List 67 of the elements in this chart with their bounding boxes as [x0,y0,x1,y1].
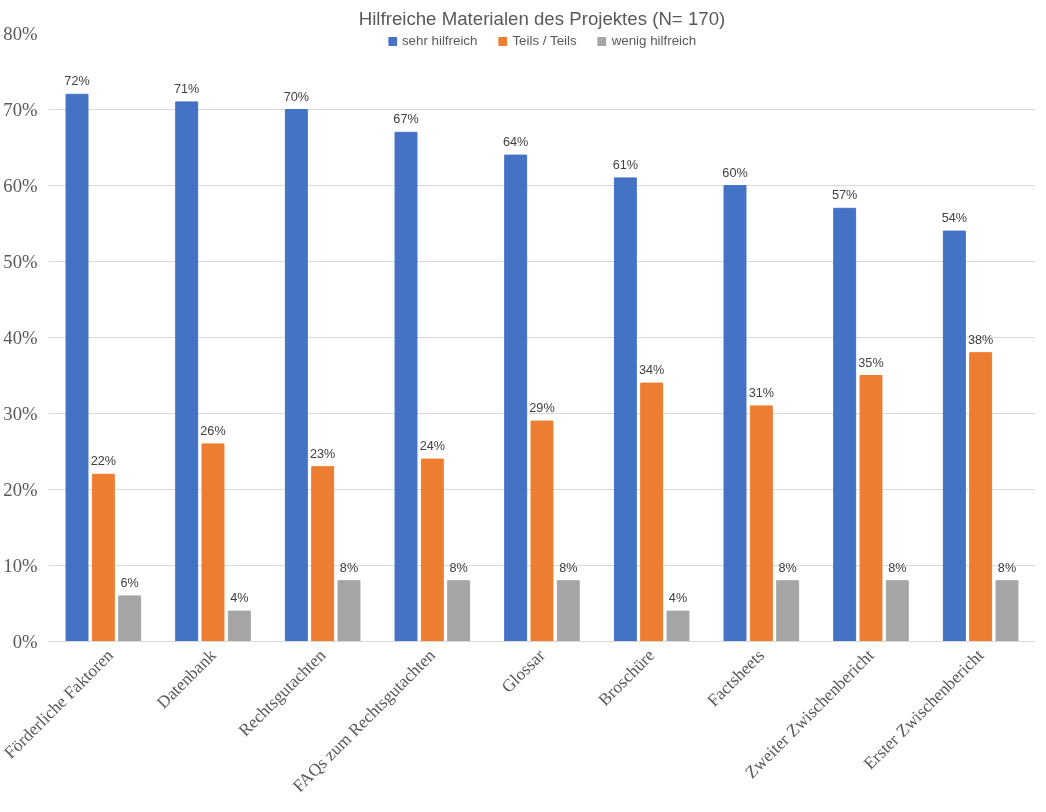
legend-label: Teils / Teils [512,33,577,48]
data-label: 72% [64,74,90,89]
bar [504,154,528,642]
bar [118,595,142,642]
bar [640,382,664,642]
data-label: 64% [503,135,529,150]
y-tick-label: 40% [3,327,38,348]
y-tick-label: 20% [3,479,38,500]
data-label: 54% [941,211,968,226]
bar [969,352,993,642]
bar [91,473,115,642]
data-label: 4% [230,591,249,606]
y-tick-label: 80% [3,23,38,44]
data-label: 22% [90,454,117,469]
y-tick-label: 60% [3,175,38,196]
data-label: 8% [888,560,907,575]
bar [776,580,800,642]
data-label: 71% [174,81,200,96]
data-label: 31% [748,385,775,400]
bar [530,420,554,642]
bar [175,101,199,642]
data-label: 34% [639,363,665,378]
data-label: 8% [339,560,359,575]
data-label: 60% [722,165,748,180]
chart-title: Hilfreiche Materialen des Projektes (N= 170) [358,7,726,29]
data-label: 4% [668,591,688,606]
data-label: 8% [449,560,468,575]
y-tick-label: 70% [3,99,38,120]
legend-label: sehr hilfreich [401,33,478,48]
data-label: 29% [529,401,555,416]
data-label: 57% [832,188,858,203]
data-label: 23% [310,446,336,461]
bar [284,109,308,642]
bar [227,610,251,642]
data-label: 38% [968,332,994,347]
legend-label: wenig hilfreich [611,33,697,48]
y-tick-label: 50% [3,251,38,272]
data-label: 70% [283,89,310,104]
data-label: 26% [200,423,226,438]
bar [885,580,909,642]
data-label: 8% [778,560,797,575]
y-tick-label: 10% [3,555,38,576]
bar [65,93,89,642]
bar [420,458,444,642]
y-tick-label: 0% [12,631,38,652]
data-label: 35% [858,355,884,370]
bar [995,580,1019,642]
bar [749,405,773,642]
data-label: 24% [419,439,446,454]
bar [666,610,690,642]
data-label: 67% [393,112,419,127]
bar [556,580,580,642]
y-tick-label: 30% [3,403,38,424]
bar [311,466,335,642]
bar [942,230,966,642]
bar [859,375,883,642]
bar [201,443,225,642]
bar [447,580,471,642]
bar [833,207,857,642]
data-label: 8% [997,560,1017,575]
bar [613,177,637,642]
bar [337,580,361,642]
bar [394,131,418,642]
data-label: 8% [559,560,578,575]
data-label: 61% [612,157,639,172]
bar [723,185,747,642]
data-label: 6% [120,575,139,590]
